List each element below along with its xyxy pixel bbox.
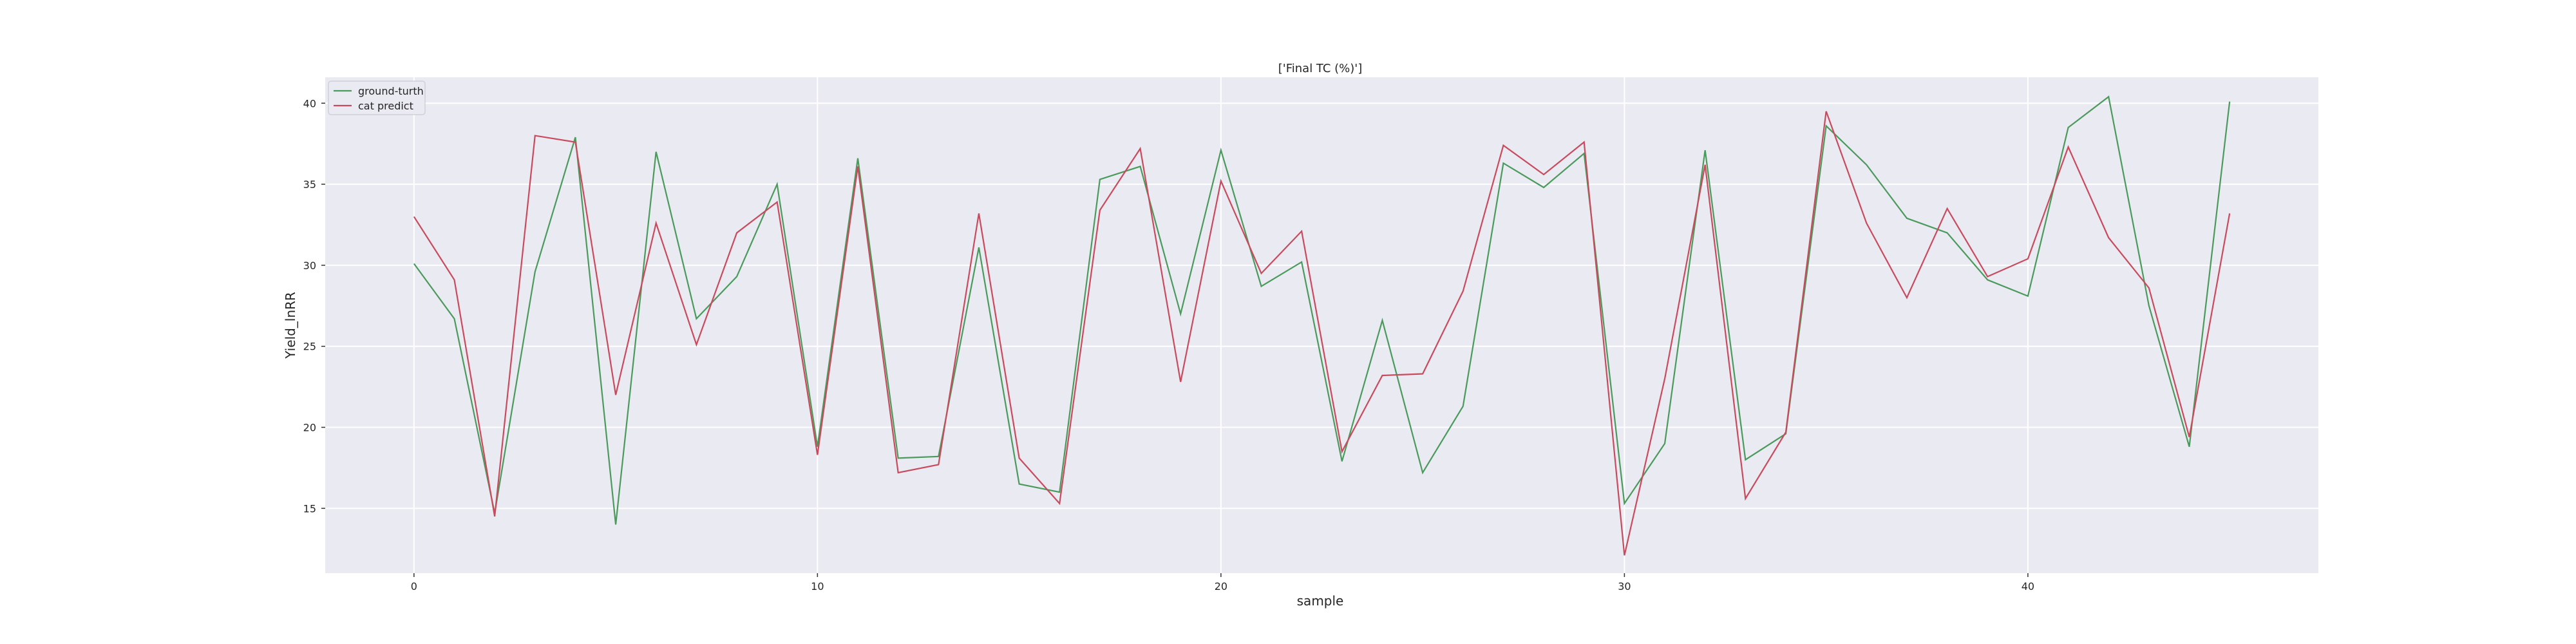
legend-box: [328, 80, 426, 115]
legend: ground-turth cat predict: [328, 80, 426, 115]
axis-ticks: 0 10 20 30 40 15 20 25 30 35 40: [303, 97, 2034, 592]
x-tick-label: 40: [2022, 580, 2034, 592]
chart-title: ['Final TC (%)']: [1278, 62, 1363, 75]
y-tick-label: 40: [303, 97, 316, 109]
plot-area: [325, 77, 2318, 573]
y-tick-label: 20: [303, 422, 316, 434]
x-tick-label: 10: [811, 580, 824, 592]
x-axis-label: sample: [1297, 593, 1344, 609]
y-tick-label: 15: [303, 502, 316, 515]
x-tick-label: 20: [1215, 580, 1227, 592]
y-tick-label: 30: [303, 260, 316, 272]
legend-label-cat-predict: cat predict: [358, 100, 413, 112]
data-series: [413, 95, 2231, 556]
y-tick-label: 35: [303, 178, 316, 191]
y-tick-label: 25: [303, 341, 316, 353]
x-tick-label: 0: [411, 580, 417, 592]
legend-label-ground-turth: ground-turth: [358, 85, 424, 97]
x-tick-label: 30: [1618, 580, 1631, 592]
grid-lines: [325, 77, 2318, 573]
series-line-cat-predict: [413, 111, 2231, 556]
y-axis-label: Yield_lnRR: [283, 292, 298, 359]
series-line-ground-turth: [413, 95, 2231, 525]
